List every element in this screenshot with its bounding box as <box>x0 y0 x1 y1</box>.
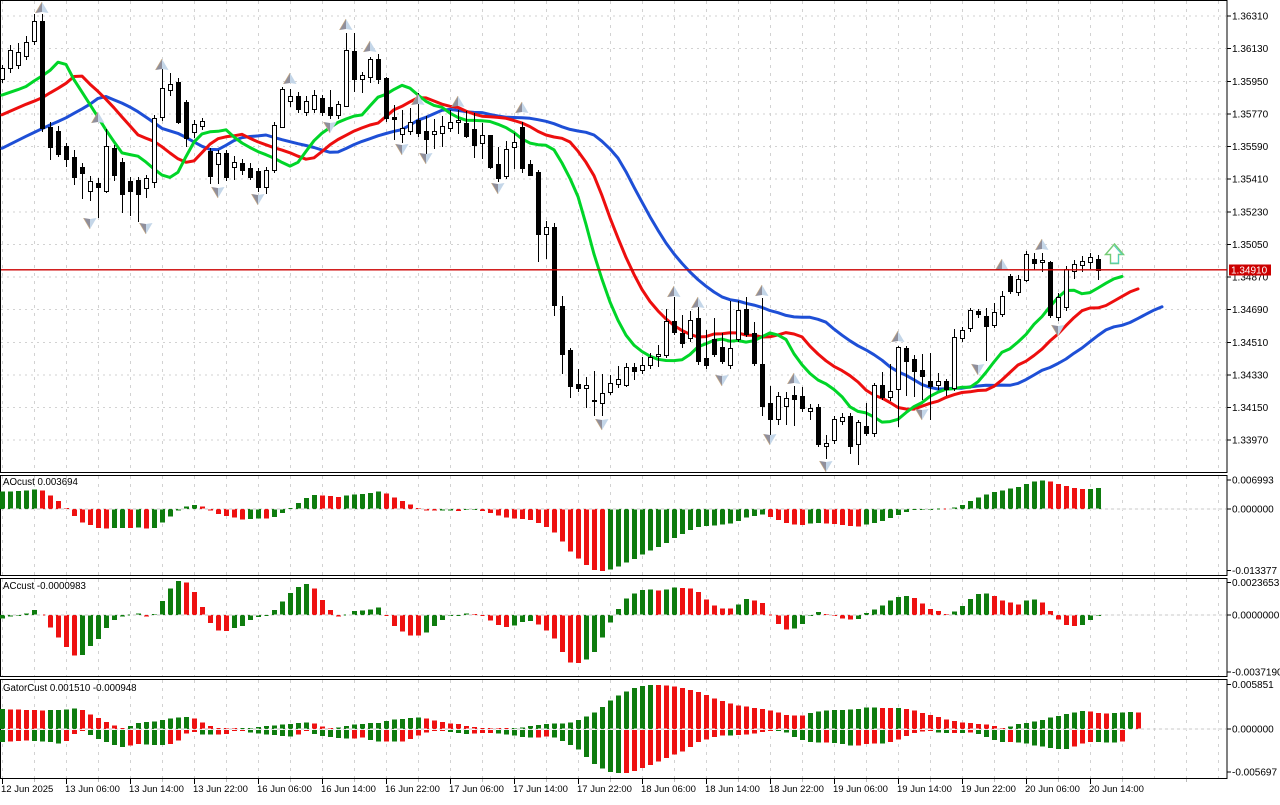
svg-text:1.34910: 1.34910 <box>1231 266 1268 277</box>
svg-text:1.34690: 1.34690 <box>1232 305 1269 316</box>
svg-text:0.0000000: 0.0000000 <box>1232 611 1280 622</box>
svg-text:19 Jun 14:00: 19 Jun 14:00 <box>897 784 952 795</box>
svg-text:1.34330: 1.34330 <box>1232 370 1269 381</box>
svg-text:16 Jun 06:00: 16 Jun 06:00 <box>257 784 312 795</box>
svg-text:-0.0037190: -0.0037190 <box>1232 667 1280 678</box>
svg-text:17 Jun 06:00: 17 Jun 06:00 <box>449 784 504 795</box>
svg-text:18 Jun 06:00: 18 Jun 06:00 <box>641 784 696 795</box>
svg-text:1.35230: 1.35230 <box>1232 207 1269 218</box>
svg-text:1.34150: 1.34150 <box>1232 403 1269 414</box>
svg-text:ACcust -0.0000983: ACcust -0.0000983 <box>3 581 86 592</box>
svg-text:-0.013377: -0.013377 <box>1232 566 1277 577</box>
svg-text:0.0023653: 0.0023653 <box>1232 578 1280 589</box>
svg-text:13 Jun 14:00: 13 Jun 14:00 <box>129 784 184 795</box>
svg-text:16 Jun 22:00: 16 Jun 22:00 <box>385 784 440 795</box>
svg-text:20 Jun 14:00: 20 Jun 14:00 <box>1089 784 1144 795</box>
svg-text:1.36310: 1.36310 <box>1232 12 1269 23</box>
svg-text:AOcust 0.003694: AOcust 0.003694 <box>3 477 78 488</box>
svg-text:1.35410: 1.35410 <box>1232 175 1269 186</box>
svg-text:0.005851: 0.005851 <box>1232 680 1274 691</box>
svg-text:1.35590: 1.35590 <box>1232 142 1269 153</box>
svg-text:GatorCust 0.001510 -0.000948: GatorCust 0.001510 -0.000948 <box>3 683 137 694</box>
svg-text:19 Jun 06:00: 19 Jun 06:00 <box>833 784 888 795</box>
svg-text:12 Jun 2025: 12 Jun 2025 <box>1 784 53 795</box>
svg-text:1.34870: 1.34870 <box>1232 273 1269 284</box>
svg-text:13 Jun 06:00: 13 Jun 06:00 <box>65 784 120 795</box>
svg-text:17 Jun 22:00: 17 Jun 22:00 <box>577 784 632 795</box>
svg-text:0.006993: 0.006993 <box>1232 476 1274 487</box>
svg-text:1.34510: 1.34510 <box>1232 338 1269 349</box>
svg-text:1.35770: 1.35770 <box>1232 109 1269 120</box>
svg-text:13 Jun 22:00: 13 Jun 22:00 <box>193 784 248 795</box>
svg-text:19 Jun 22:00: 19 Jun 22:00 <box>961 784 1016 795</box>
svg-text:-0.005697: -0.005697 <box>1232 768 1277 779</box>
svg-text:0.000000: 0.000000 <box>1232 725 1274 736</box>
svg-text:1.35950: 1.35950 <box>1232 77 1269 88</box>
svg-text:16 Jun 14:00: 16 Jun 14:00 <box>321 784 376 795</box>
svg-text:1.35050: 1.35050 <box>1232 240 1269 251</box>
svg-text:0.000000: 0.000000 <box>1232 505 1274 516</box>
svg-text:1.36130: 1.36130 <box>1232 44 1269 55</box>
svg-text:20 Jun 06:00: 20 Jun 06:00 <box>1025 784 1080 795</box>
svg-text:18 Jun 14:00: 18 Jun 14:00 <box>705 784 760 795</box>
svg-text:17 Jun 14:00: 17 Jun 14:00 <box>513 784 568 795</box>
svg-text:1.33970: 1.33970 <box>1232 436 1269 447</box>
svg-text:18 Jun 22:00: 18 Jun 22:00 <box>769 784 824 795</box>
